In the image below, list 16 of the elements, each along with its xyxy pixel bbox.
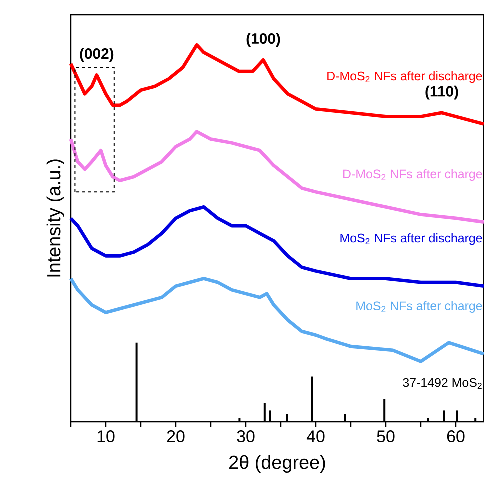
x-tick-label: 60 — [447, 430, 465, 443]
annotation: (002) — [80, 48, 114, 62]
text: MoS$_{2}$ NFs after charge — [356, 301, 482, 313]
annotation: (100) — [246, 33, 280, 48]
x-tick-label: 30 — [237, 430, 255, 443]
y-axis-title: Intensity (a.u.) — [46, 160, 64, 277]
text: MoS$_{2}$ NFs after discharge — [340, 234, 482, 246]
x-tick-label: 50 — [377, 430, 395, 443]
series-label: 37-1492 MoS$_{2}$ — [403, 378, 482, 390]
series-label: D-MoS$_{2}$ NFs after charge — [344, 169, 482, 182]
annotation: (110) — [426, 86, 458, 100]
x-tick-label: 20 — [167, 430, 185, 443]
x-axis-title: 2θ (degree) — [230, 455, 326, 473]
x-tick-label: 10 — [98, 430, 115, 443]
x-tick-label: 40 — [306, 430, 325, 443]
text: D-MoS$_{2}$ NFs after discharge — [328, 71, 482, 84]
